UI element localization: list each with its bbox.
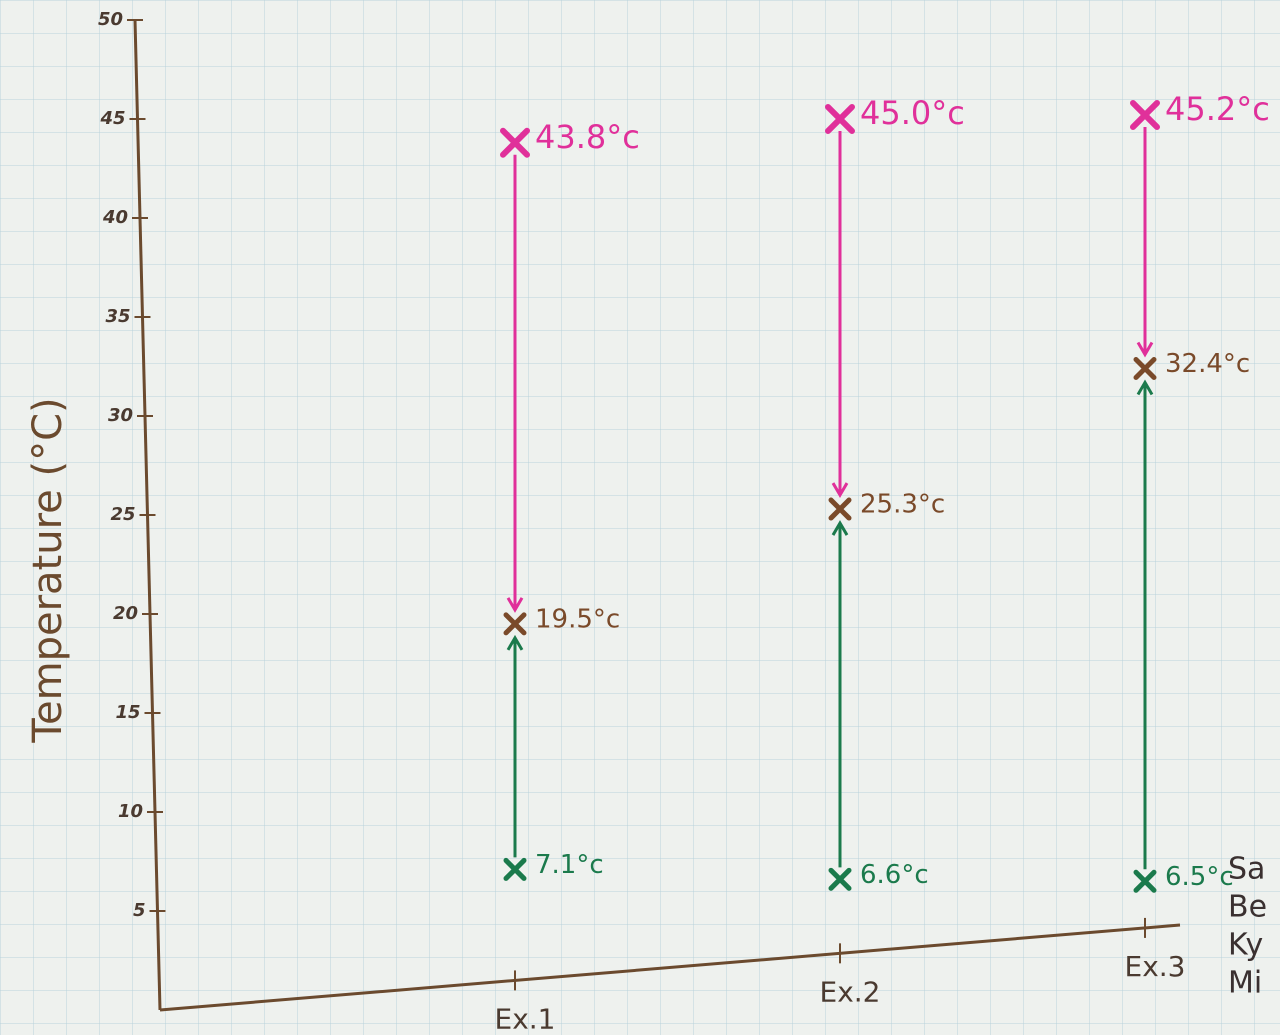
y-tick-label: 40 [102,207,128,228]
value-label: 45.0°c [860,94,965,132]
value-label: 7.1°c [535,850,604,880]
y-tick-label: 35 [105,306,130,327]
y-tick-label: 15 [115,702,140,723]
x-tick-label: Ex.2 [820,975,881,1008]
y-tick-label: 30 [108,405,133,426]
y-axis-label: Temperature (°C) [25,397,71,743]
page: Temperature (°C) 5 10 15 20 25 30 35 40 45 50 Ex.1… [0,0,1280,1035]
graph-paper [0,0,1280,1035]
y-tick-label: 10 [118,801,143,822]
y-tick-label: 20 [113,603,138,624]
value-label: 45.2°c [1165,90,1270,128]
chart: Temperature (°C) 5 10 15 20 25 30 35 40 45 50 Ex.1… [0,0,1280,1035]
y-tick-label: 45 [99,108,125,129]
value-label: 43.8°c [535,118,640,156]
value-label: 6.6°c [860,860,929,890]
value-label: 32.4°c [1165,349,1250,379]
x-tick-label: Ex.1 [495,1002,556,1035]
name: Be [1228,890,1267,925]
value-label: 25.3°c [860,490,945,520]
x-tick-label: Ex.3 [1125,950,1186,983]
value-label: 6.5°c [1165,862,1234,892]
name: Mi [1228,966,1262,1001]
value-label: 19.5°c [535,604,620,634]
y-tick-label: 25 [110,504,135,525]
y-tick-label: 5 [133,900,146,921]
name: Sa [1228,852,1265,887]
name: Ky [1228,928,1263,963]
y-tick-label: 50 [98,9,123,30]
